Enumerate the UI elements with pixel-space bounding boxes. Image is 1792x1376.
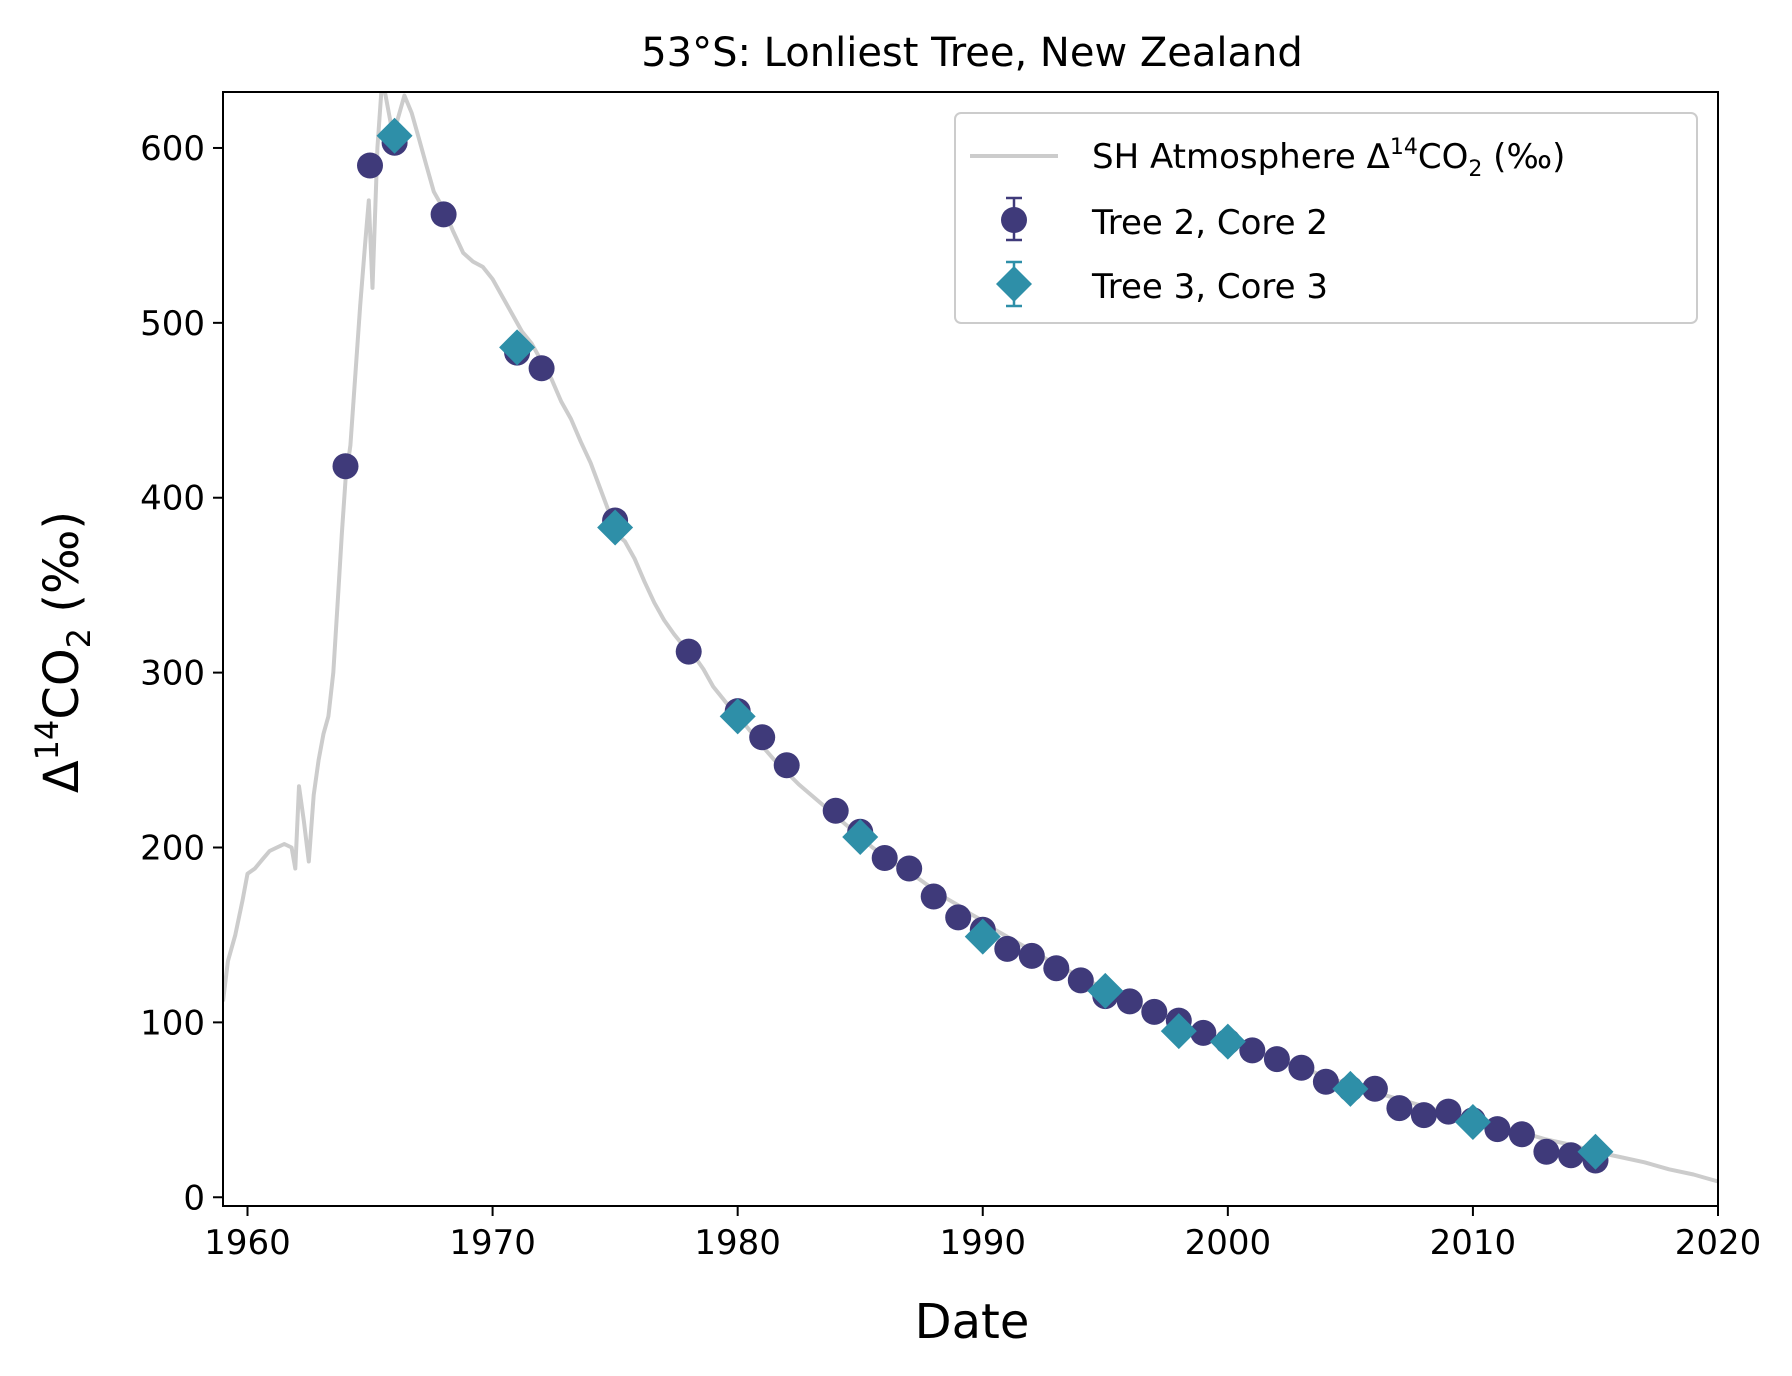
x-axis-title: Date: [915, 1294, 1030, 1350]
legend-tree2-dot: [1001, 207, 1027, 233]
tree3-point: [376, 117, 413, 154]
legend: SH Atmosphere Δ14CO2 (‰) Tree 2, Core 2 …: [954, 112, 1698, 324]
tree2-point: [332, 453, 359, 480]
tree3-point: [1160, 1013, 1197, 1050]
tree3-point: [964, 918, 1001, 955]
tree3-point: [842, 818, 879, 855]
tree2-point: [1116, 988, 1143, 1015]
y-axis-title-prefix: Δ: [34, 760, 90, 793]
tree2-point: [773, 752, 800, 779]
y-axis-title-suffix: (‰): [34, 511, 90, 628]
y-tick-label: 200: [140, 828, 205, 868]
y-tick-label: 600: [140, 129, 205, 169]
tree2-point: [1018, 942, 1045, 969]
tree2-point: [1435, 1098, 1462, 1125]
y-tick-label: 300: [140, 654, 205, 694]
y-axis-title-sup: 14: [28, 720, 66, 761]
plot-frame: [222, 91, 1719, 1207]
tree3-point: [1087, 972, 1124, 1009]
legend-atmosphere-main: CO: [1418, 137, 1469, 177]
tree2-point: [871, 845, 898, 871]
y-tick-label: 0: [183, 1178, 205, 1218]
tree2-point: [1558, 1142, 1584, 1169]
tree2-point: [1067, 967, 1094, 994]
y-tick-label: 400: [140, 479, 205, 519]
tree2-point: [1141, 998, 1168, 1025]
y-axis: 0 100 200 300 400 500 600: [140, 129, 223, 1218]
chart-title: 53°S: Lonliest Tree, New Zealand: [641, 30, 1303, 76]
x-axis: 1960 1970 1980 1990 2000 2010 2020: [204, 1206, 1761, 1263]
tree2-point: [920, 883, 947, 910]
tree2-point: [1386, 1095, 1413, 1122]
tree3-point: [1577, 1133, 1614, 1170]
tree2-point: [675, 638, 702, 665]
legend-tree2-marker: [1001, 196, 1027, 242]
tree2-point: [357, 152, 383, 179]
tree2-point: [1410, 1102, 1437, 1129]
y-axis-title-sub: 2: [60, 628, 98, 648]
legend-tree2-label: Tree 2, Core 2: [1091, 203, 1328, 243]
x-tick-label: 2020: [1675, 1223, 1762, 1263]
tree3-point: [1332, 1070, 1369, 1107]
tree2-point: [1239, 1037, 1266, 1064]
tree2-point: [1288, 1054, 1315, 1081]
y-axis-title-main: CO: [34, 648, 90, 719]
tree2-point: [822, 797, 849, 824]
tree2-point: [528, 355, 555, 382]
tree2-point: [1043, 955, 1070, 982]
tree2-point: [1508, 1121, 1535, 1148]
tree2-point: [749, 724, 776, 751]
tree2-point: [1484, 1116, 1511, 1143]
tree3-point: [719, 698, 756, 735]
tree2-point: [994, 935, 1021, 962]
tree3-series: [376, 117, 1614, 1170]
x-tick-label: 2000: [1185, 1223, 1272, 1263]
y-tick-label: 100: [140, 1003, 205, 1043]
tree2-point: [1533, 1138, 1560, 1165]
x-tick-label: 2010: [1430, 1223, 1517, 1263]
legend-tree3-label: Tree 3, Core 3: [1091, 267, 1328, 307]
legend-tree3-diamond: [996, 266, 1032, 302]
x-tick-label: 1980: [694, 1223, 781, 1263]
legend-tree3-marker: [996, 260, 1032, 308]
legend-atmosphere-suffix: (‰): [1482, 137, 1565, 177]
legend-box: [954, 112, 1698, 324]
tree2-point: [1312, 1068, 1339, 1095]
legend-atmosphere-sup: 14: [1390, 135, 1418, 160]
y-axis-title: Δ14CO2 (‰): [28, 511, 98, 793]
legend-atmosphere-sub: 2: [1468, 157, 1482, 182]
tree3-point: [1454, 1104, 1491, 1141]
tree3-point: [499, 329, 536, 366]
x-tick-label: 1960: [204, 1223, 291, 1263]
legend-atmosphere-label: SH Atmosphere Δ14CO2 (‰): [1092, 135, 1565, 182]
tree2-point: [945, 904, 972, 931]
tree2-point: [896, 855, 923, 882]
tree2-point: [1361, 1075, 1388, 1102]
x-tick-label: 1990: [939, 1223, 1026, 1263]
y-tick-label: 500: [140, 304, 205, 344]
tree2-point: [430, 201, 457, 228]
tree2-point: [1263, 1046, 1290, 1073]
x-tick-label: 1970: [449, 1223, 536, 1263]
tree3-point: [597, 509, 634, 546]
legend-atmosphere-prefix: SH Atmosphere Δ: [1092, 137, 1390, 177]
tree3-point: [1209, 1023, 1246, 1060]
tree2-point: [1190, 1019, 1217, 1046]
